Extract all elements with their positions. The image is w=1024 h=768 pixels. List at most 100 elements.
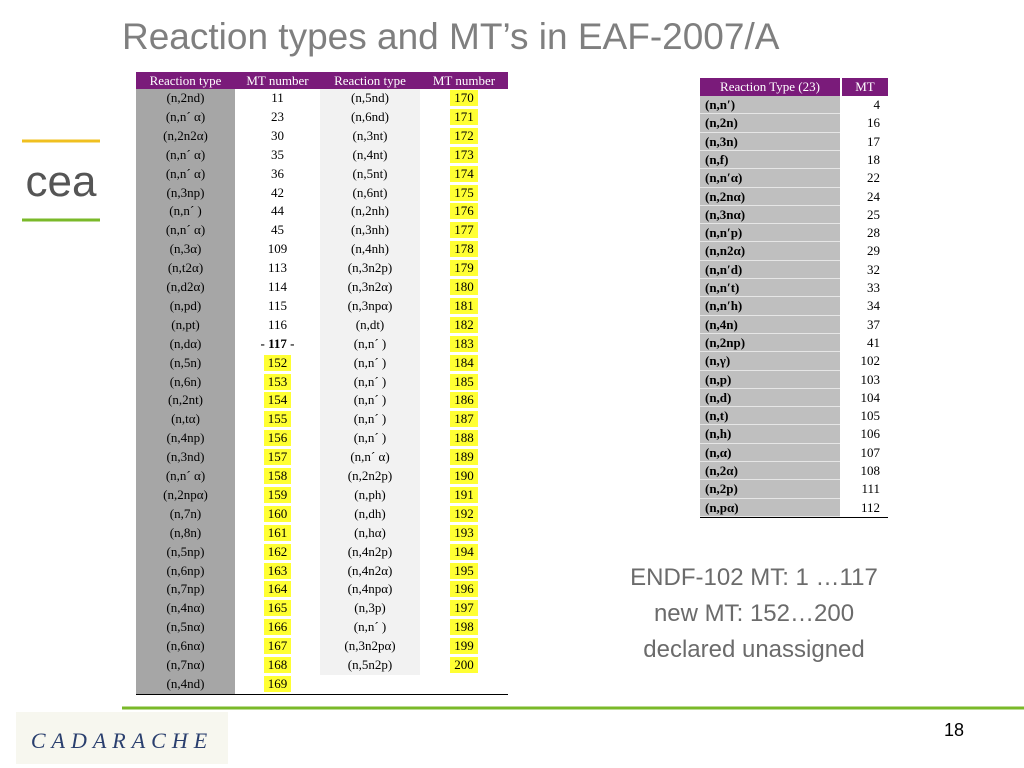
- column-bg: [700, 96, 840, 517]
- mt-cell: 167: [235, 637, 320, 656]
- reaction-cell: (n,n´ ): [353, 335, 387, 351]
- mt-value: 198: [450, 619, 478, 636]
- mt-value: 169: [263, 675, 292, 692]
- mt-value: 187: [450, 411, 478, 428]
- mt-value: 183: [450, 335, 478, 352]
- mt-cell: 164: [235, 580, 320, 599]
- mt-cell: 115: [267, 297, 288, 313]
- mt-value: 181: [450, 297, 478, 314]
- mt-value: 193: [450, 524, 478, 541]
- mt-cell: 162: [235, 543, 320, 562]
- mt-cell: 41: [867, 334, 880, 350]
- mt-cell: 116: [267, 316, 288, 332]
- cadarache-logo: CADARACHE: [31, 728, 213, 753]
- reaction-cell: (n,4npα): [347, 581, 393, 597]
- reaction-cell: (n,2nα): [705, 188, 746, 204]
- mt-value: 182: [450, 316, 478, 333]
- reaction-cell: (n,3n2α): [347, 279, 393, 294]
- reaction-cell: (n,4nd): [166, 675, 205, 691]
- table-row-rule: [700, 296, 840, 298]
- mt-cell: 182: [420, 316, 508, 335]
- mt-cell: 152: [235, 354, 320, 373]
- mt-cell: 159: [235, 486, 320, 505]
- mt-value: 166: [263, 619, 292, 636]
- note: ENDF-102 MT: 1 …117 new MT: 152…200 declar…: [596, 560, 912, 668]
- mt-value: 186: [450, 392, 478, 409]
- mt-cell: 11: [271, 90, 284, 105]
- reaction-cell: (n,7nα): [166, 657, 205, 672]
- mt-value: 197: [450, 600, 478, 617]
- mt-value: 171: [450, 108, 478, 125]
- table-row-rule: [700, 149, 840, 151]
- mt-cell: 179: [420, 259, 508, 278]
- footer: CADARACHE: [16, 706, 1024, 764]
- reaction-cell: (n,n´ ): [353, 354, 387, 370]
- mt-cell: 157: [235, 448, 320, 467]
- mt-cell: 160: [235, 505, 320, 524]
- reaction-cell: (n,n´ ): [353, 430, 387, 446]
- mt-cell: 191: [420, 486, 508, 505]
- table-row-rule: [700, 204, 840, 206]
- mt-cell: 28: [867, 225, 880, 241]
- table-row-rule: [700, 461, 840, 462]
- reaction-cell: (n,n´ ): [353, 392, 387, 408]
- mt-cell: 155: [235, 410, 320, 429]
- reaction-cell: (n,6nd): [351, 108, 389, 124]
- reaction-cell: (n,2nt): [167, 392, 204, 408]
- mt-cell: 153: [235, 373, 320, 392]
- cea-logo: cea: [22, 139, 100, 222]
- mt-cell: 107: [860, 444, 881, 460]
- mt-cell: 25: [867, 206, 880, 222]
- mt-value: 165: [263, 600, 292, 617]
- table-header: Reaction Type (23): [700, 78, 840, 96]
- reaction-cell: (n,2npα): [163, 486, 208, 502]
- mt-cell: 180: [420, 278, 508, 297]
- mt-value: 190: [450, 468, 478, 484]
- reaction-cell: (n,n´ ): [353, 411, 387, 427]
- mt-value: 168: [263, 657, 292, 673]
- mt-cell: 171: [420, 108, 508, 127]
- mt-cell: 190: [420, 467, 508, 486]
- mt-value: 157: [263, 449, 292, 466]
- reaction-cell: (n,5n): [169, 354, 202, 370]
- reaction-cell: (n,n′p): [705, 225, 743, 241]
- reaction-cell: (n,2nh): [351, 203, 389, 219]
- reaction-cell: (n,ph): [354, 486, 386, 502]
- table-row-rule: [700, 332, 840, 334]
- reaction-cell: (n,hα): [354, 524, 386, 540]
- mt-cell: 104: [860, 389, 881, 405]
- mt-cell: 4: [873, 97, 881, 112]
- mt-cell: 113: [267, 260, 288, 276]
- reaction-cell: (n,p): [705, 371, 732, 387]
- reaction-cell: (n,2p): [705, 481, 738, 497]
- table-bottom-rule: [136, 693, 508, 695]
- mt-cell: 170: [420, 89, 508, 108]
- table-row-rule: [700, 278, 840, 279]
- mt-cell: 106: [860, 426, 881, 442]
- reaction-cell: (n,2n): [705, 115, 738, 131]
- mt-cell: 197: [420, 599, 508, 618]
- mt-value: 167: [263, 638, 292, 655]
- mt-cell: 16: [867, 115, 880, 131]
- mt-cell: 196: [420, 580, 508, 599]
- mt-cell: 37: [867, 316, 880, 332]
- mt-cell: 198: [420, 618, 508, 637]
- table-row-rule: [700, 168, 840, 170]
- mt-value: 161: [263, 524, 292, 541]
- reaction-cell: (n,2n2p): [347, 468, 393, 483]
- mt-cell: 102: [860, 353, 881, 369]
- page-number: 18: [943, 720, 964, 740]
- mt-value: 180: [450, 279, 478, 295]
- table-row-rule: [700, 241, 840, 243]
- table-header: MT: [842, 78, 888, 96]
- mt-cell: 34: [867, 298, 880, 314]
- note-line: ENDF-102 MT: 1 …117: [630, 564, 878, 591]
- mt-cell: 195: [420, 562, 508, 581]
- reaction-cell: (n,3nh): [351, 222, 389, 238]
- mt-value: 191: [450, 486, 478, 503]
- mt-cell: 189: [420, 448, 508, 467]
- table-row-rule: [700, 351, 840, 353]
- table-row-rule: [700, 442, 840, 444]
- reaction-cell: (n,3nt): [352, 127, 388, 143]
